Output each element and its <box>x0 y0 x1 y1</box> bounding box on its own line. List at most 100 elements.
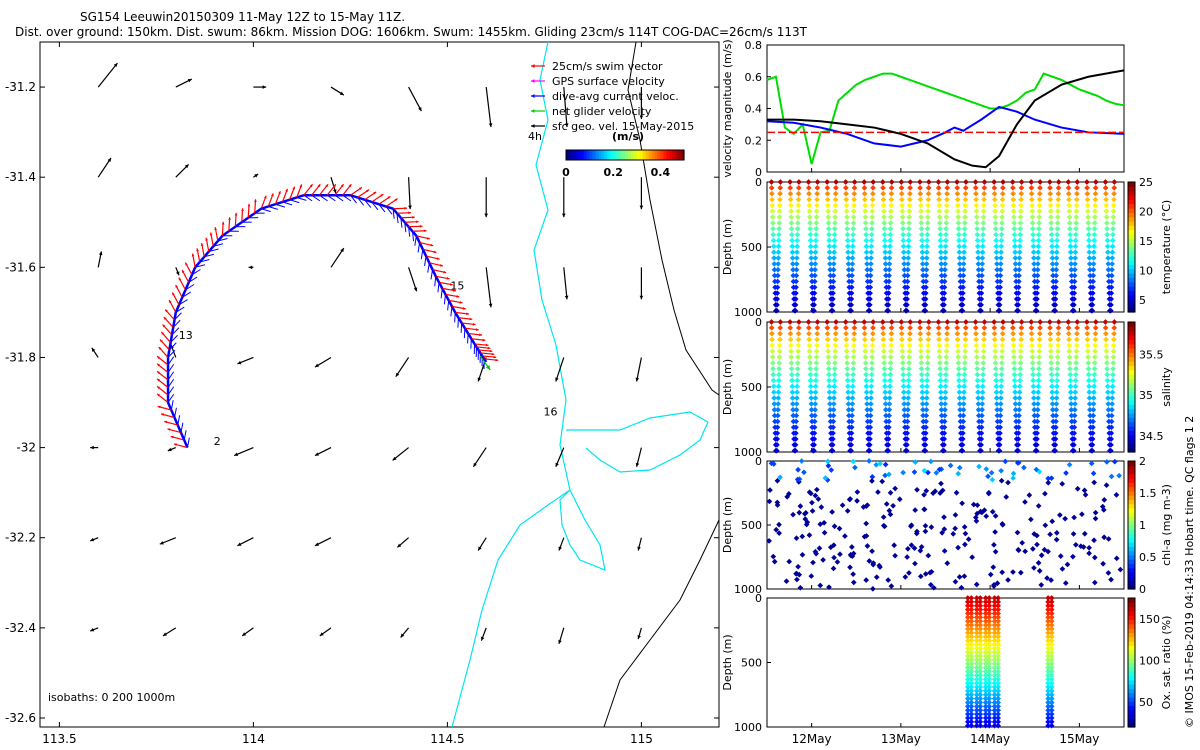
profile-sample-point <box>843 208 850 215</box>
profile-sample-point <box>885 284 892 291</box>
profile-sample-point <box>770 360 776 366</box>
profile-sample-point <box>1010 330 1016 337</box>
geo-vector-arrow <box>175 163 190 178</box>
profile-sample-point <box>1016 272 1022 279</box>
profile-sample-point <box>807 383 814 390</box>
profile-sample-point <box>888 325 895 331</box>
panel-colorbar-segment <box>1128 486 1135 492</box>
profile-sample-point <box>882 406 889 413</box>
profile-sample-point <box>870 185 876 191</box>
profile-sample-point <box>972 185 979 191</box>
profile-sample-point <box>1072 255 1079 261</box>
profile-sample-point <box>1089 296 1096 302</box>
isobath-1000 <box>603 519 720 728</box>
profile-sample-point <box>1108 272 1115 279</box>
profile-sample-point <box>924 249 930 256</box>
profile-sample-point <box>869 202 876 209</box>
profile-sample-point <box>943 348 950 355</box>
profile-sample-point <box>880 330 887 337</box>
profile-sample-point <box>849 418 855 425</box>
profile-sample-point <box>1028 190 1035 197</box>
profile-sample-point <box>851 319 858 325</box>
profile-sample-point <box>925 202 932 209</box>
profile-sample-point <box>898 319 905 325</box>
profile-sample-point <box>831 237 838 244</box>
profile-sample-point <box>844 365 851 372</box>
profile-sample-point <box>993 243 1000 250</box>
panel-colorbar-segment <box>1128 382 1135 388</box>
profile-sample-point <box>1000 319 1006 325</box>
profile-sample-point <box>774 290 781 296</box>
panel-colorbar-segment <box>1128 299 1135 304</box>
profile-sample-point <box>831 377 838 384</box>
profile-sample-point <box>788 231 795 238</box>
profile-sample-point <box>870 330 876 337</box>
profile-sample-point <box>1012 406 1019 413</box>
panel-colorbar-segment <box>1128 658 1135 664</box>
profile-sample-point <box>943 214 950 220</box>
profile-sample-point <box>787 319 793 325</box>
profile-sample-point <box>1018 202 1024 209</box>
profile-sample-point <box>888 319 895 325</box>
profile-sample-point <box>1030 371 1036 378</box>
profile-sample-point <box>905 406 911 413</box>
profile-sample-point <box>879 179 886 185</box>
panel-colorbar-tick-label: 2 <box>1139 455 1146 468</box>
geo-vector-arrow <box>639 87 644 120</box>
profile-sample-point <box>1037 185 1043 191</box>
net-velocity-arrow <box>479 355 491 371</box>
profile-sample-point <box>830 430 836 436</box>
profile-sample-point <box>1034 266 1041 273</box>
profile-sample-point <box>776 365 782 372</box>
profile-sample-point <box>962 208 968 215</box>
profile-sample-point <box>794 249 800 256</box>
profile-sample-point <box>938 272 945 279</box>
profile-sample-point <box>825 214 832 220</box>
profile-sample-point <box>851 325 858 331</box>
profile-sample-point <box>1035 237 1042 244</box>
colorbar-segment <box>598 150 602 160</box>
profile-sample-point <box>1016 261 1023 267</box>
profile-sample-point <box>770 220 776 226</box>
profile-sample-point <box>867 406 874 413</box>
dac-vector <box>378 203 386 213</box>
dac-vector <box>186 437 190 448</box>
panel-colorbar-segment <box>1128 277 1135 283</box>
colorbar-segment <box>642 150 647 160</box>
profile-sample-point <box>845 395 852 401</box>
profile-sample-point <box>962 196 969 203</box>
profile-sample-point <box>1110 220 1117 226</box>
profile-sample-point <box>956 249 963 256</box>
profile-sample-point <box>885 424 892 431</box>
profile-sample-point <box>941 412 948 419</box>
swim-vector-arrow <box>184 262 193 276</box>
panel-colorbar-segment <box>1128 413 1135 418</box>
profile-sample-point <box>814 202 820 209</box>
panel-colorbar-segment <box>1128 190 1135 196</box>
profile-sample-point <box>1029 202 1035 209</box>
profile-sample-point <box>886 255 893 261</box>
geo-vector-arrow <box>237 537 254 547</box>
dac-vector <box>311 194 321 202</box>
panel-colorbar-segment <box>1128 400 1135 405</box>
profile-sample-point <box>938 412 945 419</box>
profile-sample-point <box>777 325 784 331</box>
profile-sample-point <box>1108 290 1115 296</box>
profile-sample-point <box>943 342 950 349</box>
panel-xtick-label: 13May <box>881 732 921 746</box>
panel-colorbar-segment <box>1128 649 1135 655</box>
map-ytick-label: -32.2 <box>5 531 36 545</box>
profile-sample-point <box>843 336 850 343</box>
profile-sample-point <box>900 225 906 232</box>
profile-sample-point <box>1036 220 1042 226</box>
map-ytick-label: -32 <box>16 441 36 455</box>
profile-sample-point <box>887 214 894 220</box>
profile-sample-point <box>922 430 929 436</box>
profile-sample-point <box>975 249 981 256</box>
profile-sample-point <box>777 336 783 343</box>
legend-swatch-arrow <box>531 109 545 113</box>
profile-sample-point <box>974 231 981 238</box>
profile-sample-point <box>774 447 780 454</box>
profile-sample-point <box>936 342 943 349</box>
profile-sample-point <box>794 237 801 244</box>
